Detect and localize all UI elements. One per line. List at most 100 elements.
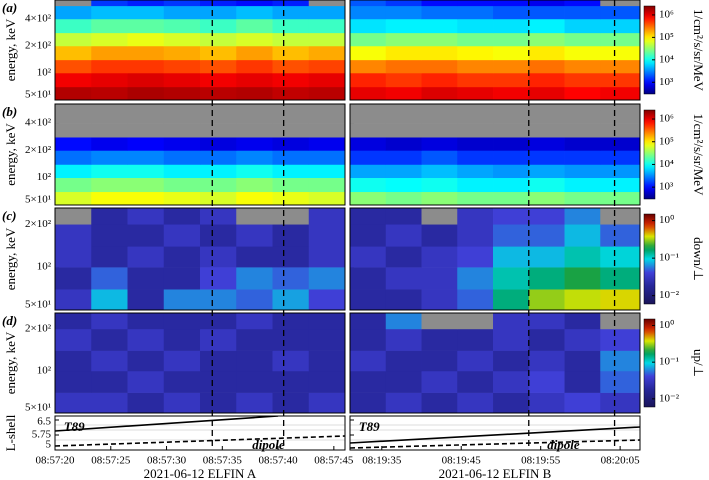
heatmap-cell [127,392,165,414]
heatmap-cell [236,86,273,101]
colorbar [643,5,656,95]
heatmap-cell [564,164,601,179]
no-data-cell [421,104,458,111]
heatmap-cell [600,224,641,247]
heatmap-cell [564,86,601,101]
heatmap-cell [350,0,387,7]
heatmap-cell [236,313,273,330]
heatmap-cell [55,177,92,193]
heatmap-cell [200,350,237,372]
heatmap-cell [350,72,387,88]
heatmap-cell [163,224,201,247]
heatmap-cell [421,72,458,88]
heatmap-cell [564,392,601,414]
heatmap-cell [200,267,237,290]
heatmap-cell [493,208,530,225]
colorbar-tick-label: 10⁻¹ [659,356,679,368]
heatmap-cell [564,313,601,330]
heatmap-cell [236,350,273,372]
heatmap-cell [385,267,422,290]
heatmap-cell [385,18,422,34]
heatmap-cell [385,164,422,179]
no-data-cell [91,109,128,124]
heatmap-cell [200,392,237,414]
heatmap-cell [600,328,641,351]
heatmap-cell [385,32,422,47]
heatmap-cell [55,72,92,88]
heatmap-cell [308,164,346,179]
no-data-cell [385,123,422,138]
heatmap-cell [308,313,346,330]
x-tick-label: 08:19:35 [362,455,402,467]
heatmap-cell [493,150,530,165]
heatmap-cell [600,137,641,151]
heatmap-cell [308,208,346,225]
heatmap-cell [493,328,530,351]
heatmap-cell [308,392,346,414]
heatmap-cell [600,191,641,206]
colorbar-tick-label: 10⁴ [659,53,674,65]
heatmap-cell [600,392,641,414]
heatmap-cell [127,32,165,47]
heatmap-cell [457,328,494,351]
heatmap-cell [91,150,128,165]
l-shell-line [350,439,640,449]
heatmap-cell [163,18,201,34]
heatmap-cell [91,392,128,414]
y-axis-label: energy, keV [3,331,18,394]
heatmap-cell [421,150,458,165]
no-data-cell [163,109,201,124]
no-data-cell [91,104,128,111]
heatmap-cell [493,191,530,206]
heatmap-cell [272,59,310,74]
heatmap-cell [91,224,128,247]
heatmap-cell [528,370,565,393]
heatmap-cell [163,5,201,20]
heatmap-cell [127,328,165,351]
heatmap-cell [272,45,310,61]
y-axis-label: energy, keV [3,123,18,186]
heatmap-cell [200,72,237,88]
heatmap-cell [55,59,92,74]
heatmap-cell [55,313,92,330]
heatmap-cell [421,137,458,151]
heatmap-cell [564,350,601,372]
heatmap-cell [236,59,273,74]
heatmap-cell [91,45,128,61]
heatmap-cell [385,5,422,20]
heatmap-cell [528,164,565,179]
heatmap-cell [200,18,237,34]
x-tick-label: 08:19:45 [442,455,482,467]
heatmap-cell [308,32,346,47]
series-label: T89 [64,419,85,434]
no-data-cell [236,123,273,138]
heatmap-cell [564,328,601,351]
no-data-cell [528,109,565,124]
y-tick-label: 5 [46,439,52,451]
heatmap-cell [91,137,128,151]
x-tick-label: 08:57:25 [91,455,131,467]
heatmap-cell [163,392,201,414]
heatmap-cell [600,32,641,47]
heatmap-cell [308,177,346,193]
y-tick-label: 4×10² [25,12,52,24]
heatmap-cell [55,246,92,268]
heatmap-cell [385,289,422,311]
heatmap-cell [493,45,530,61]
heatmap-cell [350,392,387,414]
heatmap-cell [564,45,601,61]
y-tick-label: 10² [37,67,52,79]
no-data-cell [493,123,530,138]
heatmap-cell [200,313,237,330]
heatmap-cell [457,18,494,34]
heatmap-cell [564,150,601,165]
heatmap-cell [385,224,422,247]
heatmap-cell [457,5,494,20]
heatmap-cell [127,137,165,151]
heatmap-cell [457,177,494,193]
heatmap-cell [493,32,530,47]
heatmap-cell [421,267,458,290]
y-tick-label: 5×10¹ [25,299,51,311]
heatmap-cell [564,32,601,47]
heatmap-cell [308,191,346,206]
